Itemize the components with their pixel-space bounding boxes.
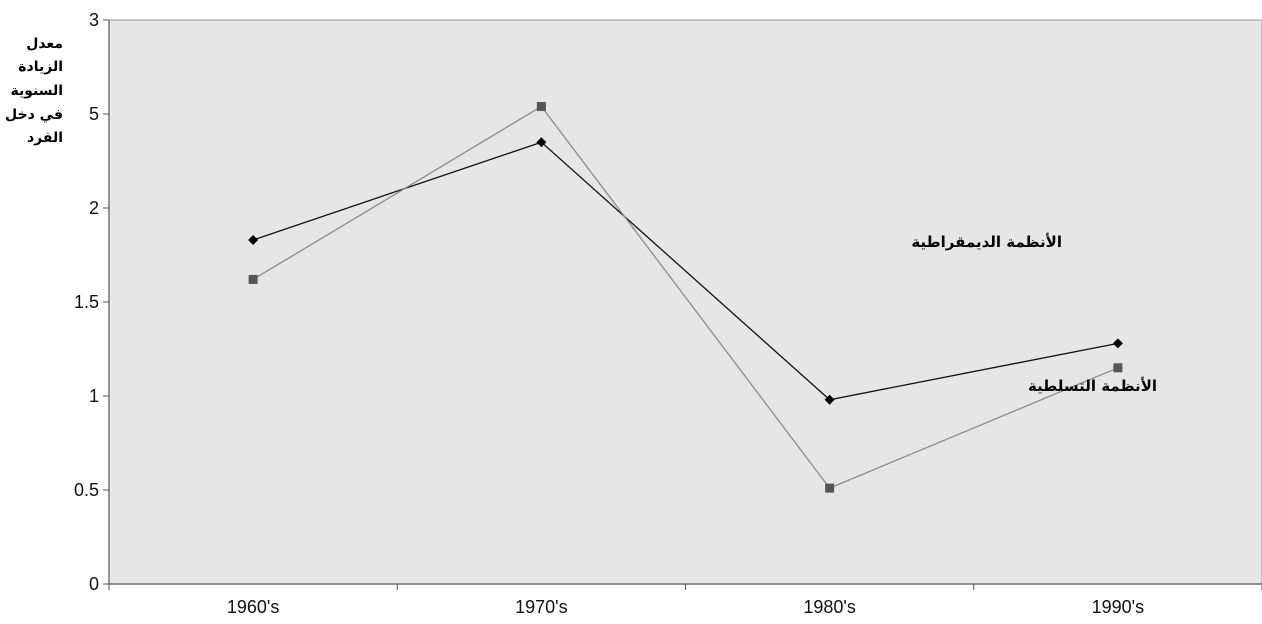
data-point-diamond bbox=[1112, 338, 1123, 349]
series-label-authoritarian: الأنظمة التسلطية bbox=[1028, 377, 1157, 395]
data-point-diamond bbox=[824, 394, 835, 405]
data-point-square bbox=[536, 101, 546, 111]
x-tick-label: 1990's bbox=[1092, 597, 1144, 617]
y-axis-label-line-5: الفرد bbox=[27, 130, 63, 146]
x-tick-label: 1980's bbox=[803, 597, 855, 617]
y-tick-label: 3 bbox=[89, 10, 99, 30]
y-tick-label: 0 bbox=[89, 574, 99, 594]
data-point-diamond bbox=[248, 234, 259, 245]
y-tick-label: 2 bbox=[89, 198, 99, 218]
y-axis-label-line-3: السنوية bbox=[10, 83, 63, 99]
y-axis-ticks: 0 0.5 1 1.5 2 5 3 bbox=[74, 10, 109, 594]
y-tick-label: 0.5 bbox=[74, 480, 99, 500]
series-line-1 bbox=[252, 141, 1118, 401]
series-label-democratic: الأنظمة الديمقراطية bbox=[911, 233, 1062, 251]
x-tick-label: 1970's bbox=[515, 597, 567, 617]
data-point-square bbox=[1113, 363, 1123, 373]
y-tick-label: 1 bbox=[89, 386, 99, 406]
y-axis-label-line-2: الزيادة bbox=[18, 59, 63, 75]
x-axis-ticks: 1960's 1970's 1980's 1990's bbox=[108, 584, 1262, 617]
y-axis-label-line-1: معدل bbox=[26, 36, 63, 52]
y-tick-label: 1.5 bbox=[74, 292, 99, 312]
series-markers bbox=[248, 101, 1123, 493]
y-axis-label-line-4: في دخل bbox=[5, 107, 63, 123]
y-tick-label: 5 bbox=[89, 104, 99, 124]
data-point-diamond bbox=[536, 137, 547, 148]
series-line-2 bbox=[252, 105, 1119, 489]
plot-area bbox=[108, 19, 1262, 585]
data-point-square bbox=[248, 274, 258, 284]
x-tick-label: 1960's bbox=[227, 597, 279, 617]
series-lines bbox=[252, 105, 1119, 489]
data-point-square bbox=[825, 483, 835, 493]
